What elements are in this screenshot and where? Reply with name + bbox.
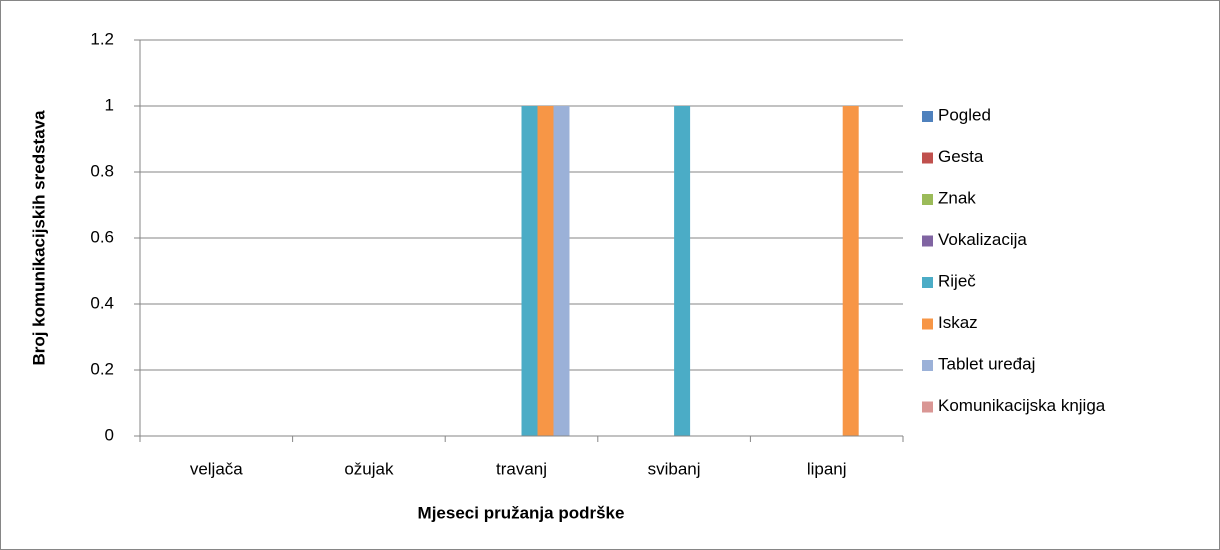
bar — [553, 106, 570, 436]
legend-label: Iskaz — [938, 313, 978, 332]
y-tick-label: 1 — [105, 95, 114, 114]
legend-swatch — [922, 152, 933, 164]
legend-swatch — [922, 111, 933, 122]
x-tick-label: veljača — [190, 459, 243, 478]
y-axis-title: Broj komunikacijskih sredstava — [29, 110, 48, 366]
legend-label: Gesta — [938, 147, 984, 166]
legend-swatch — [922, 360, 933, 371]
legend-label: Komunikacijska knjiga — [938, 396, 1106, 415]
legend-swatch — [922, 318, 933, 330]
legend-swatch — [922, 194, 933, 205]
legend-swatch — [922, 277, 933, 288]
y-tick-label: 1.2 — [90, 29, 114, 48]
legend-label: Vokalizacija — [938, 230, 1027, 249]
y-tick-label: 0.8 — [90, 161, 114, 180]
legend-swatch — [922, 235, 933, 247]
x-tick-label: travanj — [496, 459, 547, 478]
x-tick-label: lipanj — [807, 459, 847, 478]
legend-label: Riječ — [938, 271, 976, 290]
bar — [842, 106, 859, 436]
bar — [521, 106, 538, 436]
legend-label: Tablet uređaj — [938, 354, 1035, 373]
bar — [674, 106, 691, 436]
bar — [537, 106, 554, 436]
y-tick-label: 0 — [105, 425, 114, 444]
x-tick-label: svibanj — [648, 459, 701, 478]
legend-label: Znak — [938, 188, 976, 207]
x-tick-label: ožujak — [344, 459, 394, 478]
x-axis-title: Mjeseci pružanja podrške — [418, 503, 625, 522]
y-tick-label: 0.6 — [90, 227, 114, 246]
legend-swatch — [922, 401, 933, 413]
y-tick-label: 0.4 — [90, 293, 114, 312]
y-tick-label: 0.2 — [90, 359, 114, 378]
legend-label: Pogled — [938, 105, 991, 124]
